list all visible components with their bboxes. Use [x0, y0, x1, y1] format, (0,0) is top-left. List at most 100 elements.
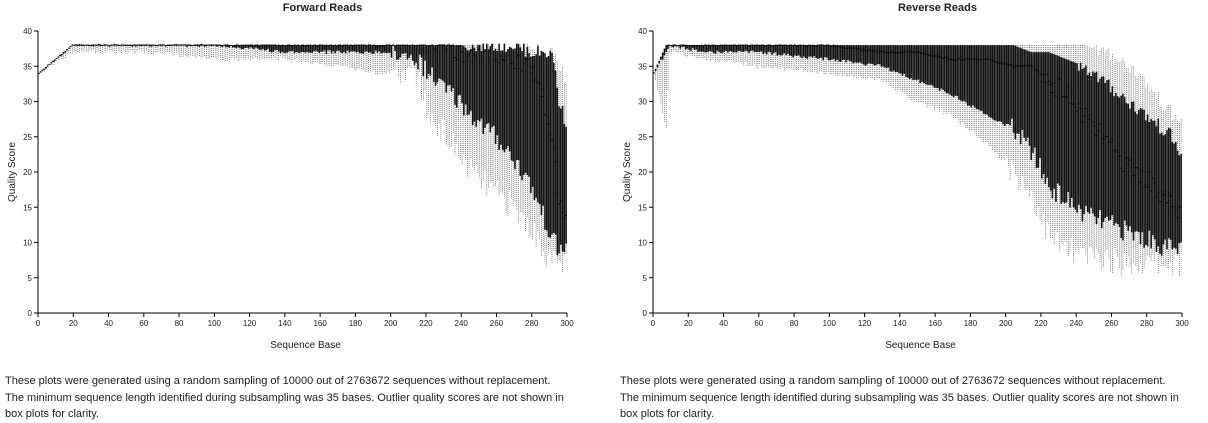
box: [1025, 45, 1027, 192]
box-body: [753, 45, 756, 53]
box: [376, 45, 379, 75]
box-body: [887, 45, 890, 68]
box: [519, 44, 522, 212]
box: [792, 45, 795, 72]
box: [1016, 45, 1019, 178]
box: [38, 72, 40, 75]
box: [524, 51, 527, 232]
box: [124, 44, 127, 53]
box-body: [795, 45, 798, 57]
box-body: [353, 45, 356, 52]
box: [697, 44, 699, 60]
box-body: [815, 45, 817, 59]
box-body: [810, 45, 812, 57]
box-body: [723, 45, 726, 53]
box-body: [135, 45, 137, 47]
box-body: [53, 59, 56, 62]
box-body: [445, 45, 448, 93]
box: [477, 43, 479, 174]
box: [1174, 115, 1177, 252]
box-body: [549, 50, 552, 238]
box: [972, 45, 974, 131]
box: [172, 44, 174, 57]
box: [239, 45, 241, 60]
box: [230, 45, 232, 60]
box: [265, 44, 268, 60]
box-body: [431, 45, 433, 68]
box: [880, 45, 883, 81]
box-body: [366, 45, 368, 52]
box: [1072, 45, 1075, 263]
box: [866, 45, 869, 79]
box-body: [847, 45, 849, 61]
box: [832, 44, 835, 73]
box: [327, 45, 329, 66]
box: [799, 44, 802, 70]
box-body: [882, 45, 884, 67]
box: [1155, 98, 1158, 254]
box: [1005, 45, 1008, 156]
box: [307, 44, 310, 64]
box: [940, 45, 943, 110]
box-body: [1085, 65, 1087, 206]
box: [885, 45, 888, 84]
box: [795, 45, 798, 71]
box-body: [799, 45, 802, 57]
box-body: [1055, 54, 1057, 202]
box: [85, 44, 88, 53]
box: [316, 45, 319, 64]
box-body: [262, 45, 264, 49]
box: [253, 45, 255, 58]
box: [1081, 45, 1084, 248]
box: [1130, 66, 1133, 275]
box-body: [247, 45, 250, 49]
box-body: [1109, 92, 1112, 221]
box: [330, 44, 333, 67]
box: [751, 44, 754, 66]
box-body: [880, 45, 883, 67]
box-body: [781, 45, 784, 55]
box-body: [1095, 71, 1098, 225]
box-body: [228, 45, 231, 48]
box: [484, 48, 486, 171]
box-body: [1099, 78, 1101, 211]
box-body: [251, 45, 254, 49]
x-tick-label: 0: [36, 319, 41, 328]
box: [1065, 45, 1068, 243]
box: [1129, 73, 1131, 268]
box: [1134, 76, 1137, 267]
box: [494, 48, 497, 187]
box: [896, 45, 899, 90]
box: [163, 44, 165, 54]
box: [482, 43, 485, 181]
box-body: [401, 45, 403, 54]
box: [702, 45, 705, 59]
box: [1095, 45, 1098, 250]
box: [290, 44, 292, 63]
box: [675, 45, 678, 53]
box-body: [1171, 142, 1174, 250]
box-body: [737, 45, 740, 51]
y-tick-label: 30: [638, 98, 647, 107]
y-tick-label: 25: [638, 133, 647, 142]
box: [790, 44, 793, 69]
box: [991, 45, 994, 151]
box: [1042, 45, 1045, 213]
box: [256, 44, 259, 59]
box-body: [357, 45, 359, 53]
box: [1116, 61, 1119, 257]
box: [690, 44, 692, 56]
box: [401, 44, 404, 73]
box: [839, 45, 842, 74]
box: [404, 44, 407, 82]
box: [283, 45, 285, 58]
box-body: [429, 45, 432, 76]
box: [876, 45, 879, 80]
box-body: [968, 45, 971, 106]
box: [475, 45, 478, 165]
box-body: [929, 45, 932, 85]
box: [1099, 51, 1101, 263]
box-body: [1115, 92, 1117, 223]
box-body: [702, 45, 705, 52]
box-body: [966, 45, 969, 106]
